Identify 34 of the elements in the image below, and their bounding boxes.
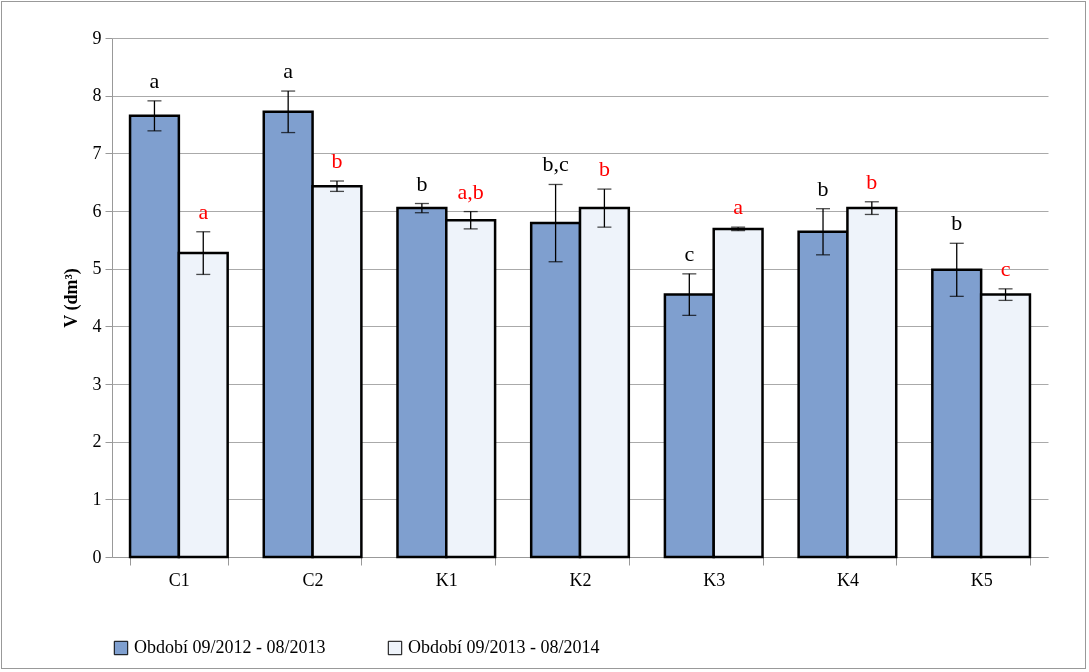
data-label: a xyxy=(733,194,744,220)
data-label: b,c xyxy=(542,151,569,177)
y-tick-label: 9 xyxy=(92,27,102,48)
x-tick-label: C1 xyxy=(168,569,190,590)
data-label: b xyxy=(951,210,963,236)
legend-label: Období 09/2013 - 08/2014 xyxy=(408,637,600,657)
x-tick-label: K2 xyxy=(569,569,592,590)
x-tick-label: K1 xyxy=(435,569,458,590)
y-tick-label: 2 xyxy=(92,431,102,452)
data-label: b xyxy=(866,168,878,194)
data-label: c xyxy=(684,240,695,266)
data-label: a xyxy=(198,198,209,224)
y-tick-label: 7 xyxy=(92,142,102,163)
x-tick-label: K4 xyxy=(836,569,859,590)
data-label: b xyxy=(817,175,829,201)
y-axis-title: V (dm³) xyxy=(60,268,82,328)
x-tick-label: C2 xyxy=(302,569,324,590)
data-label: a,b xyxy=(457,178,484,204)
data-label: b xyxy=(331,148,343,174)
y-tick-label: 3 xyxy=(92,373,102,394)
data-label: a xyxy=(149,67,160,93)
x-tick-label: K5 xyxy=(970,569,993,590)
y-tick-label: 6 xyxy=(92,200,102,221)
y-tick-label: 4 xyxy=(92,315,102,336)
data-label: b xyxy=(416,170,428,196)
x-tick-label: K3 xyxy=(703,569,726,590)
y-tick-label: 0 xyxy=(92,546,102,567)
legend-label: Období 09/2012 - 08/2013 xyxy=(134,637,326,657)
y-tick-label: 5 xyxy=(92,258,102,279)
data-label: a xyxy=(283,58,294,84)
data-label: c xyxy=(1000,255,1011,281)
y-tick-label: 1 xyxy=(92,488,102,509)
data-label: b xyxy=(598,156,610,182)
y-tick-label: 8 xyxy=(92,85,102,106)
